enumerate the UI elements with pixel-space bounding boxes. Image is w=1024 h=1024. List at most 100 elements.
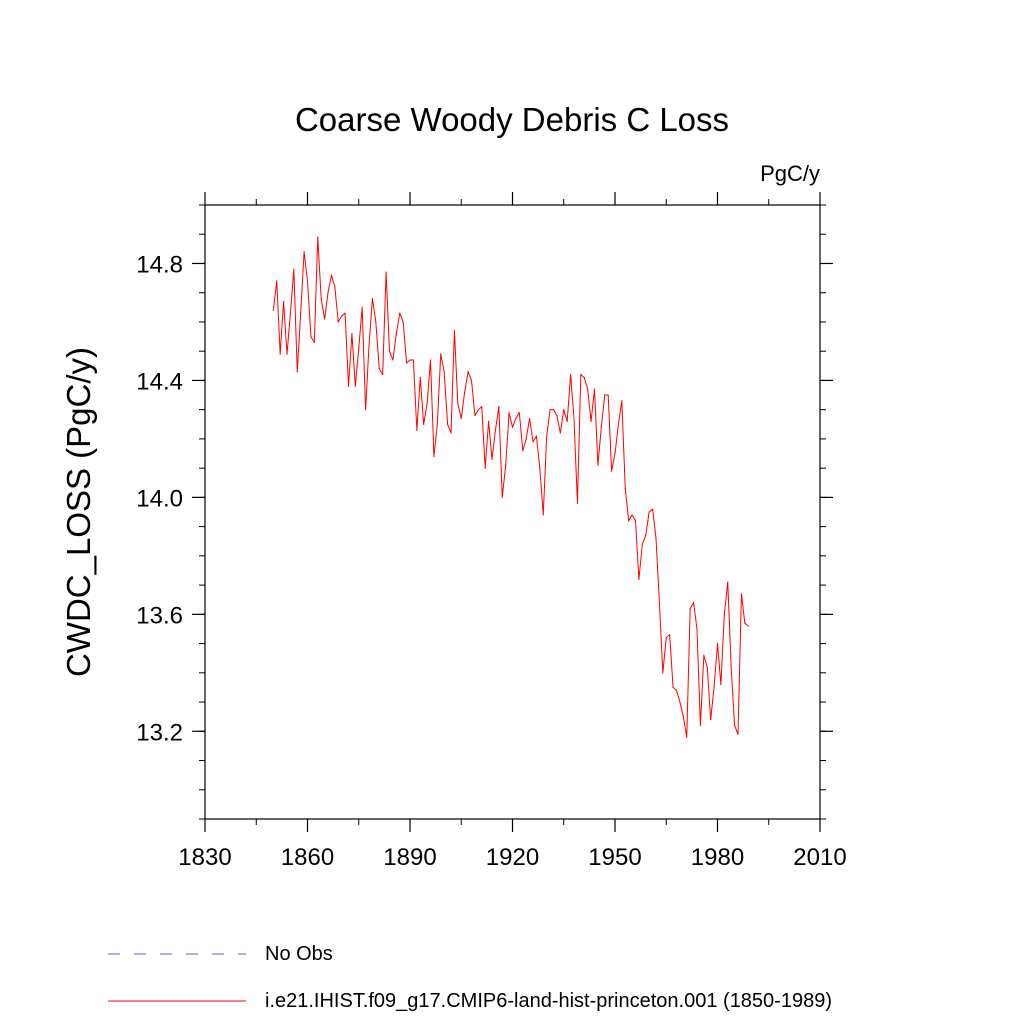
data-point <box>382 373 384 376</box>
data-point <box>600 426 602 428</box>
data-point <box>552 409 555 411</box>
data-point <box>542 514 544 516</box>
data-point <box>344 312 346 314</box>
data-point <box>645 534 647 536</box>
data-point <box>484 467 486 469</box>
data-point <box>341 315 343 317</box>
data-point <box>491 458 493 460</box>
data-point <box>423 423 425 425</box>
data-point <box>450 432 452 434</box>
data-point <box>730 666 732 668</box>
data-point <box>300 312 302 314</box>
data-point <box>279 353 281 355</box>
data-point <box>686 736 688 738</box>
data-point <box>703 654 705 656</box>
data-point <box>487 420 490 422</box>
data-point <box>303 251 305 253</box>
data-point <box>744 622 746 624</box>
data-point <box>583 376 585 379</box>
data-point <box>508 411 510 414</box>
data-point <box>474 414 476 417</box>
data-point <box>426 403 428 405</box>
data-point <box>559 432 561 434</box>
data-point <box>289 312 292 314</box>
legend-label-no-obs: No Obs <box>265 943 333 965</box>
data-point <box>330 274 333 276</box>
data-point <box>446 423 449 425</box>
legend-label-model: i.e21.IHIST.f09_g17.CMIP6-land-hist-prin… <box>265 990 832 1012</box>
y-tick-label: 13.2 <box>136 719 183 746</box>
data-point <box>672 686 674 689</box>
data-point <box>655 537 657 539</box>
data-point <box>706 666 708 668</box>
data-point <box>740 593 743 595</box>
data-point <box>658 602 661 604</box>
data-point <box>692 602 695 604</box>
data-point <box>614 452 616 455</box>
data-point <box>371 297 374 300</box>
data-point <box>368 344 370 346</box>
x-tick-label: 1890 <box>383 844 436 871</box>
data-point <box>364 409 367 411</box>
data-point <box>720 683 722 686</box>
data-point <box>470 379 473 382</box>
data-point <box>327 292 329 294</box>
series-points <box>272 236 749 738</box>
y-tick-label: 14.8 <box>136 251 183 278</box>
y-tick-label: 14.0 <box>136 485 183 512</box>
data-point <box>539 467 541 469</box>
data-point <box>317 236 319 238</box>
series-line <box>272 236 749 738</box>
data-point <box>467 371 469 373</box>
x-tick-label: 1950 <box>588 844 641 871</box>
data-point <box>641 543 643 545</box>
data-point <box>334 286 336 288</box>
data-point <box>501 496 503 498</box>
data-point <box>494 429 497 431</box>
data-point <box>727 581 729 583</box>
data-point <box>354 385 356 387</box>
data-point <box>296 371 298 373</box>
data-point <box>429 359 432 361</box>
y-tick-label: 13.6 <box>136 602 183 629</box>
data-point <box>628 520 630 522</box>
data-point <box>358 347 360 349</box>
data-point <box>713 686 715 689</box>
data-point <box>464 391 466 393</box>
data-point <box>580 373 582 376</box>
data-point <box>747 625 749 627</box>
legend: No Obs i.e21.IHIST.f09_g17.CMIP6-land-hi… <box>108 943 832 1012</box>
data-point <box>549 409 551 411</box>
x-tick-label: 1830 <box>178 844 231 871</box>
data-point <box>286 353 288 355</box>
y-tick-label: 14.4 <box>136 368 183 395</box>
x-tick-label: 1980 <box>691 844 744 871</box>
data-point <box>590 420 592 422</box>
data-point <box>597 464 599 466</box>
data-point <box>505 464 507 466</box>
data-point <box>662 672 664 674</box>
data-point <box>528 417 531 420</box>
data-point <box>604 394 606 396</box>
data-point <box>679 701 681 703</box>
units-label: PgC/y <box>760 161 820 186</box>
y-axis: 13.2 13.6 14.0 14.4 14.8 <box>136 204 833 820</box>
data-point <box>395 333 397 335</box>
data-point <box>361 306 363 308</box>
data-point <box>388 350 391 352</box>
data-point <box>457 403 459 405</box>
x-tick-label: 1920 <box>486 844 539 871</box>
data-point <box>535 435 538 437</box>
data-point <box>710 718 712 721</box>
data-point <box>665 637 667 639</box>
data-point <box>546 435 548 437</box>
data-point <box>416 429 418 431</box>
data-point <box>593 388 596 390</box>
y-axis-label: CWDC_LOSS (PgC/y) <box>60 347 97 677</box>
data-point <box>375 321 377 323</box>
data-point <box>607 394 609 396</box>
data-point <box>515 417 517 420</box>
data-point <box>477 409 479 411</box>
data-point <box>433 455 435 458</box>
x-tick-label: 2010 <box>793 844 846 871</box>
